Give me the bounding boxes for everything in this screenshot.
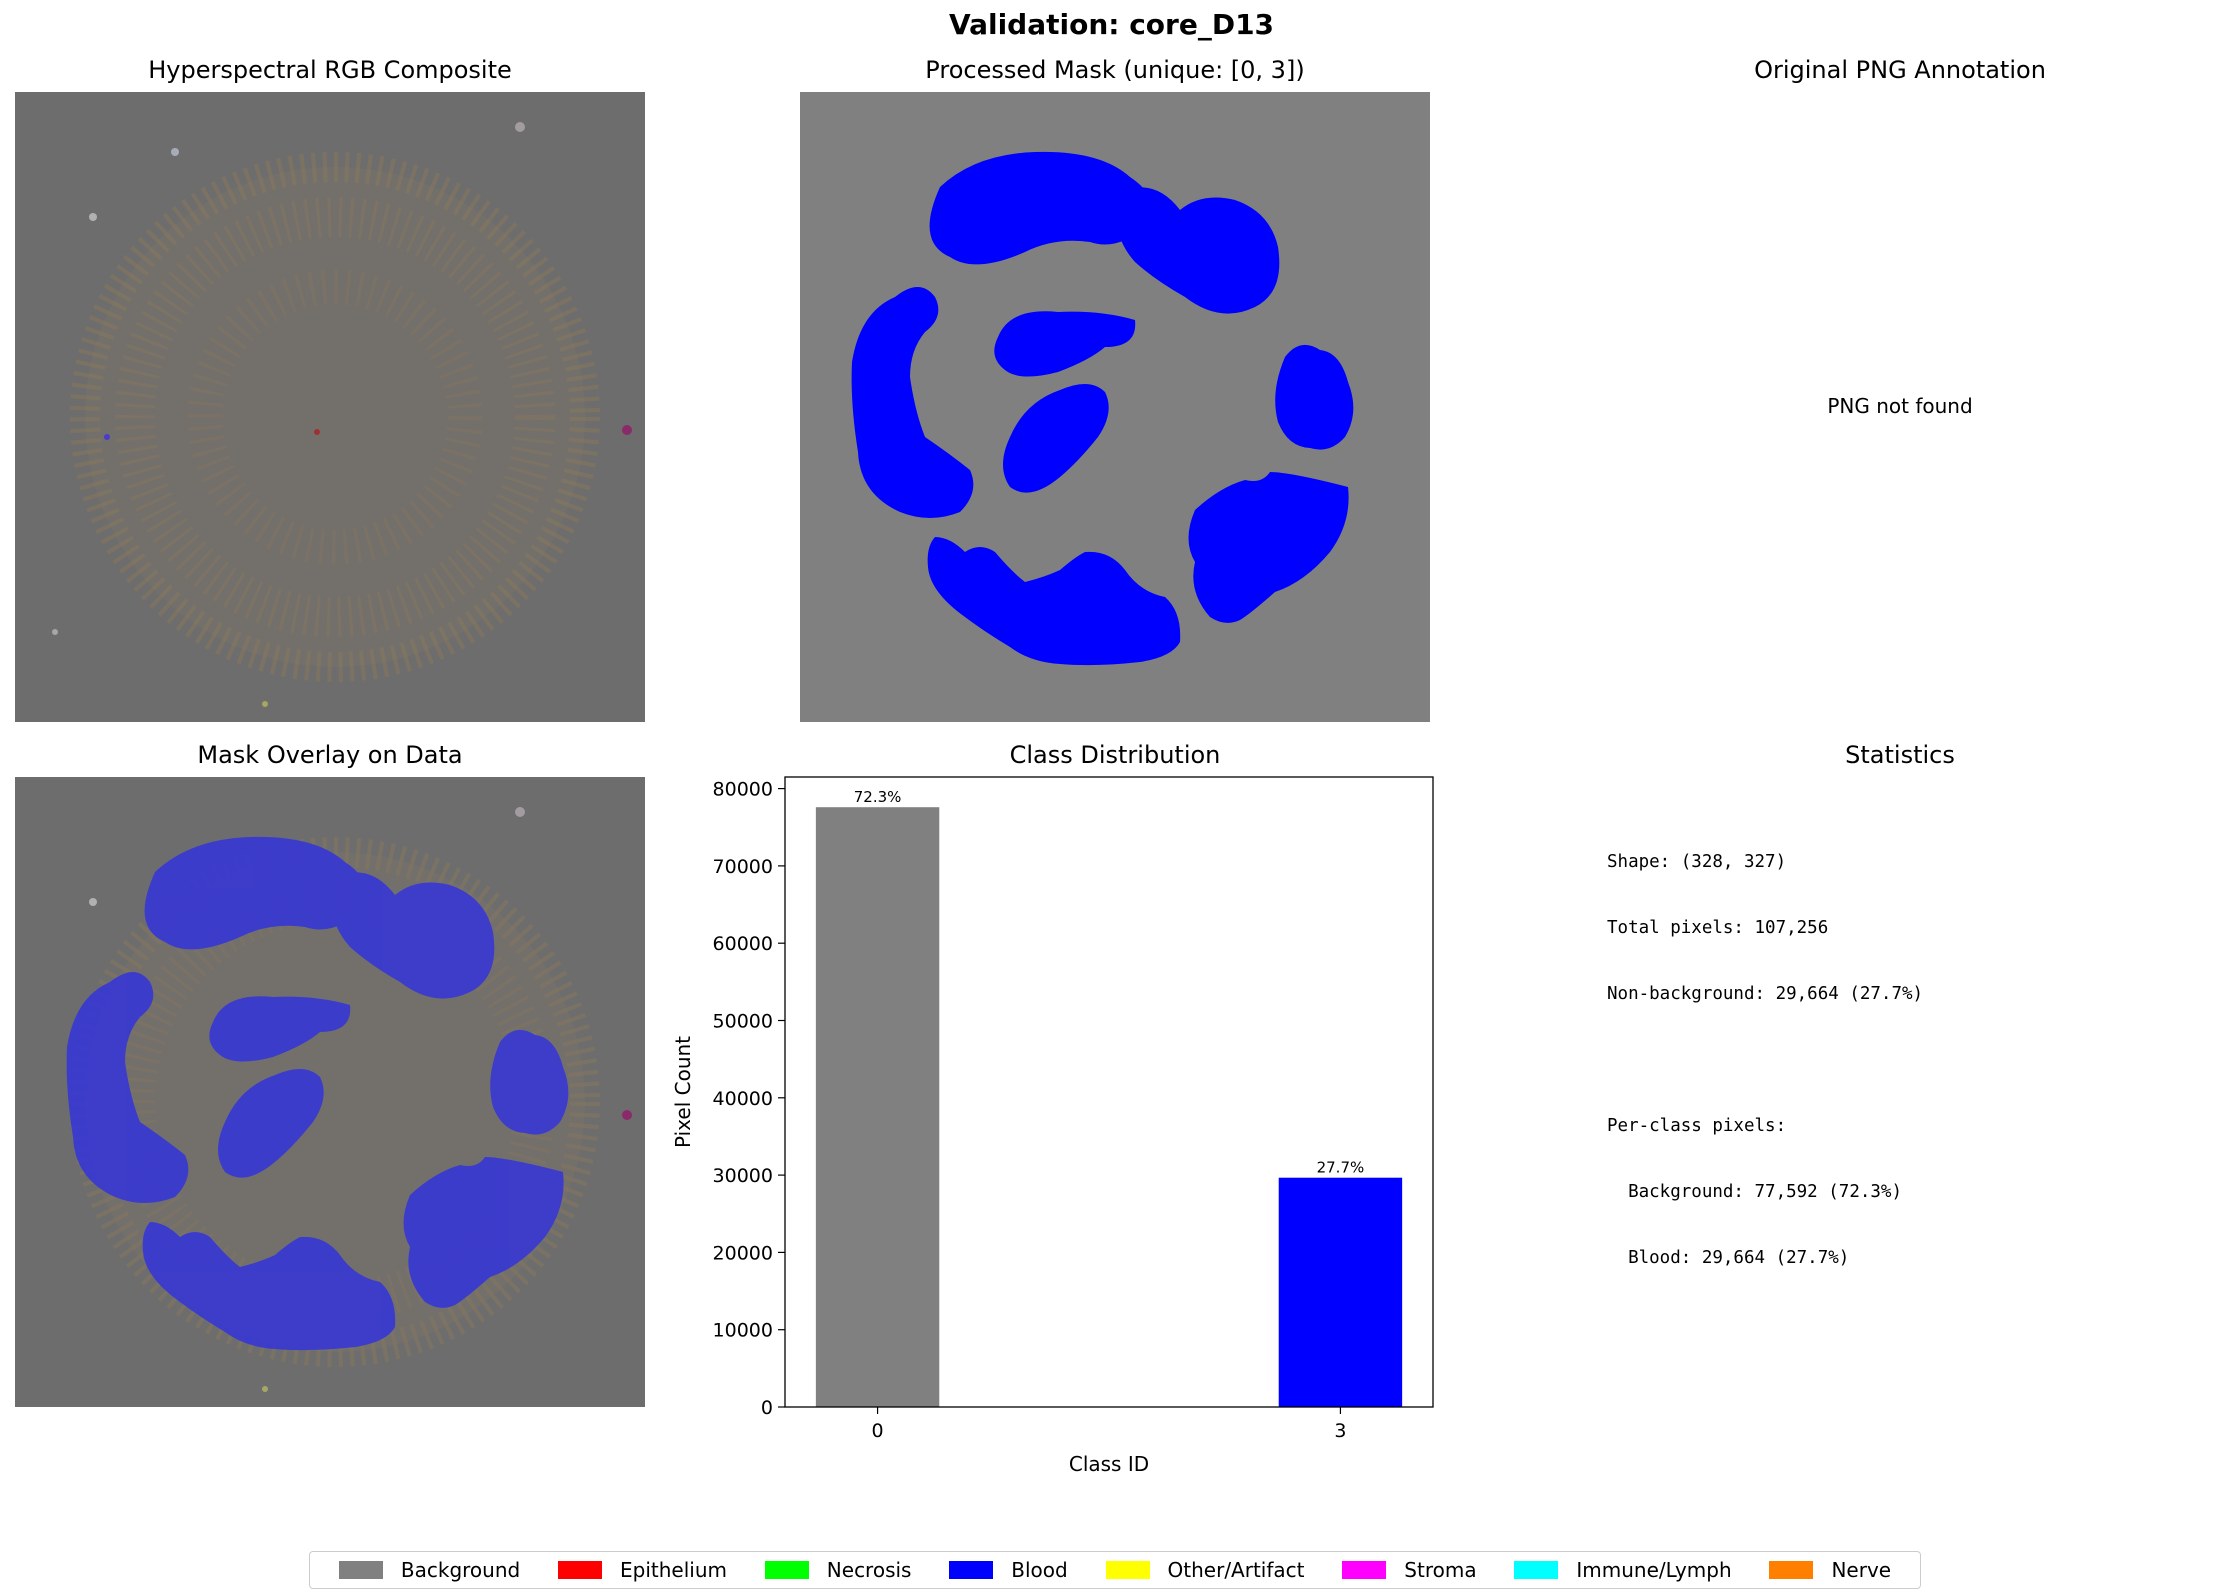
legend-label: Stroma — [1404, 1558, 1477, 1582]
statistics-title: Statistics — [1845, 741, 1955, 769]
legend-swatch — [1514, 1561, 1559, 1579]
legend-item-nerve: Nerve — [1769, 1558, 1891, 1582]
processed-mask-image — [800, 92, 1430, 722]
legend-swatch — [338, 1561, 383, 1579]
rgb-composite-image — [15, 92, 645, 722]
figure-title: Validation: core_D13 — [948, 8, 1275, 41]
legend-swatch — [1105, 1561, 1150, 1579]
x-tick-label: 0 — [872, 1420, 884, 1442]
stats-line: Non-background: 29,664 (27.7%) — [1607, 984, 1924, 1004]
stats-line: Background: 77,592 (72.3%) — [1607, 1182, 1903, 1202]
class-distribution-chart: 72.3% 27.7% 0 3 0 10000 20000 30000 40000 50000 6… — [640, 760, 1460, 1480]
legend-item-necrosis: Necrosis — [764, 1558, 912, 1582]
stats-line: Blood: 29,664 (27.7%) — [1607, 1248, 1850, 1268]
stats-line — [1607, 1049, 1923, 1071]
y-tick-label: 30000 — [713, 1165, 773, 1187]
stats-line: Per-class pixels: — [1607, 1116, 1787, 1136]
legend-item-epithelium: Epithelium — [558, 1558, 727, 1582]
bar-class-0 — [815, 807, 940, 1407]
legend-swatch — [949, 1561, 994, 1579]
y-axis-label: Pixel Count — [671, 1036, 695, 1148]
chart-svg: 72.3% 27.7% 0 3 0 10000 20000 30000 40000 50000 6… — [671, 776, 1434, 1476]
y-tick-label: 80000 — [713, 779, 773, 801]
mask-overlay-title: Mask Overlay on Data — [197, 741, 463, 769]
statistics-text: Shape: (328, 327) Total pixels: 107,256 … — [1607, 807, 1923, 1291]
class-legend: Background Epithelium Necrosis Blood Oth… — [309, 1551, 1921, 1589]
legend-item-stroma: Stroma — [1342, 1558, 1477, 1582]
stats-line: Total pixels: 107,256 — [1607, 918, 1829, 938]
rgb-composite-title: Hyperspectral RGB Composite — [148, 56, 512, 84]
legend-label: Immune/Lymph — [1576, 1558, 1732, 1582]
y-tick-label: 20000 — [713, 1242, 773, 1264]
x-axis-label: Class ID — [1069, 1452, 1149, 1476]
png-not-found-message: PNG not found — [1827, 394, 1973, 418]
x-tick-label: 3 — [1334, 1420, 1346, 1442]
bar-value-label: 27.7% — [1317, 1159, 1365, 1177]
legend-label: Blood — [1011, 1558, 1068, 1582]
y-tick-label: 60000 — [713, 933, 773, 955]
png-annotation-title: Original PNG Annotation — [1754, 56, 2046, 84]
processed-mask-title: Processed Mask (unique: [0, 3]) — [925, 56, 1305, 84]
stats-line: Shape: (328, 327) — [1607, 852, 1787, 872]
legend-swatch — [1342, 1561, 1387, 1579]
legend-swatch — [764, 1561, 809, 1579]
legend-item-blood: Blood — [949, 1558, 1068, 1582]
legend-label: Background — [400, 1558, 521, 1582]
legend-item-background: Background — [338, 1558, 521, 1582]
legend-swatch — [558, 1561, 603, 1579]
y-tick-label: 50000 — [713, 1010, 773, 1032]
class-distribution-title: Class Distribution — [1009, 741, 1221, 769]
y-tick-label: 0 — [761, 1397, 773, 1419]
mask-overlay-image — [15, 777, 645, 1407]
legend-item-other-artifact: Other/Artifact — [1105, 1558, 1305, 1582]
bar-class-3 — [1278, 1177, 1403, 1407]
legend-label: Epithelium — [620, 1558, 727, 1582]
y-tick-label: 10000 — [713, 1320, 773, 1342]
legend-label: Nerve — [1831, 1558, 1892, 1582]
y-tick-label: 70000 — [713, 856, 773, 878]
legend-label: Other/Artifact — [1167, 1558, 1305, 1582]
bar-value-label: 72.3% — [854, 788, 902, 806]
legend-label: Necrosis — [826, 1558, 912, 1582]
chart-axes-frame — [784, 776, 1434, 1408]
legend-item-immune-lymph: Immune/Lymph — [1514, 1558, 1732, 1582]
legend-swatch — [1769, 1561, 1814, 1579]
y-tick-label: 40000 — [713, 1088, 773, 1110]
